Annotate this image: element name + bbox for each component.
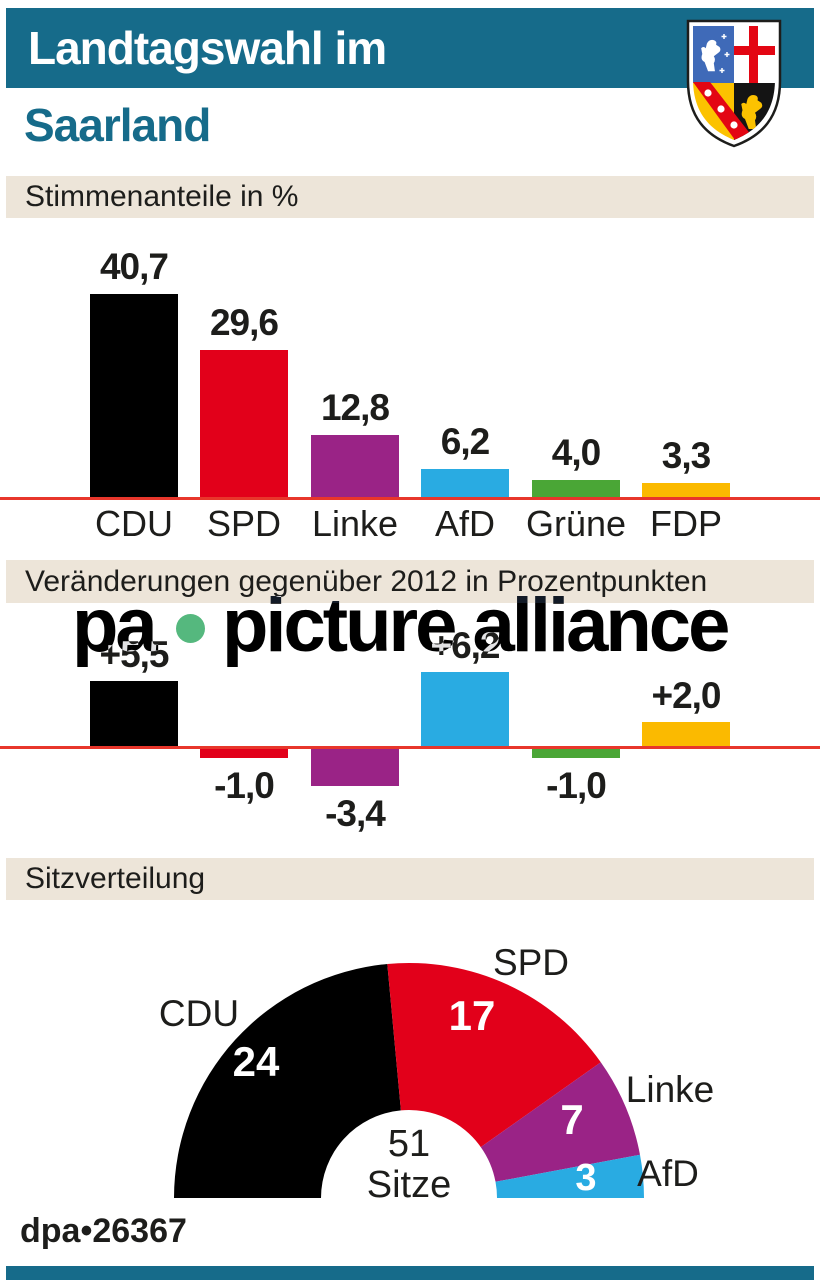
seat-count-cdu: 24 [233, 1038, 280, 1085]
vote-value-cdu: 40,7 [99, 246, 169, 287]
seat-wedge-linke [480, 1062, 640, 1182]
chart2-zero-line [0, 746, 820, 749]
saarland-coat-of-arms-icon [686, 19, 782, 148]
vote-bar-fdp [642, 483, 730, 500]
vote-share-chart: 40,7 29,6 12,8 6,2 4,0 3,3 [0, 246, 820, 500]
chart1-category-labels: CDU SPD Linke AfD Grüne FDP [0, 503, 820, 545]
category-label-gruene: Grüne [525, 503, 627, 544]
vote-value-gruene: 4,0 [551, 432, 601, 473]
page-subtitle: Saarland [24, 99, 211, 151]
change-value-gruene: -1,0 [546, 765, 607, 806]
seat-wedge-cdu [174, 964, 401, 1198]
seat-label-spd: SPD [493, 942, 569, 983]
change-value-afd: +6,2 [430, 625, 500, 666]
watermark-dot-icon [176, 614, 205, 643]
seat-count-spd: 17 [449, 992, 496, 1039]
change-bar-gruene [532, 746, 620, 758]
category-label-spd: SPD [206, 503, 282, 544]
change-value-fdp: +2,0 [651, 675, 721, 716]
change-bar-cdu [90, 681, 178, 746]
page-title: Landtagswahl im [28, 22, 387, 74]
vote-value-linke: 12,8 [320, 387, 390, 428]
vote-bar-spd [200, 350, 288, 500]
seat-label-cdu: CDU [159, 993, 239, 1034]
footer-bar [6, 1266, 814, 1280]
changes-chart: +5,5 -1,0 -3,4 +6,2 -1,0 +2,0 [0, 625, 820, 834]
change-value-linke: -3,4 [325, 793, 386, 834]
change-bar-fdp [642, 722, 730, 746]
seat-count-afd: 3 [575, 1157, 596, 1199]
section-title-vote-share: Stimmenanteile in % [6, 176, 814, 218]
watermark-pa-text: pa [72, 583, 158, 668]
chart1-baseline [0, 497, 820, 500]
seat-distribution-chart: 24 17 7 3 CDU SPD Linke AfD 51 Sitze [159, 942, 714, 1206]
change-bar-spd [200, 746, 288, 758]
category-label-cdu: CDU [95, 503, 173, 544]
seat-total-word: Sitze [367, 1164, 451, 1206]
category-label-linke: Linke [311, 503, 399, 544]
vote-value-afd: 6,2 [440, 421, 490, 462]
change-value-spd: -1,0 [214, 765, 275, 806]
vote-value-fdp: 3,3 [661, 435, 711, 476]
category-label-afd: AfD [434, 503, 495, 544]
seat-label-afd: AfD [637, 1153, 699, 1194]
watermark-brand-text: picture alliance [222, 583, 730, 668]
change-bar-linke [311, 746, 399, 786]
vote-bar-linke [311, 435, 399, 500]
seat-wedge-spd [387, 962, 601, 1148]
section-title-seats: Sitzverteilung [6, 858, 814, 900]
vote-bar-afd [421, 469, 509, 500]
seat-label-linke: Linke [626, 1069, 714, 1110]
section-title-changes: Veränderungen gegenüber 2012 in Prozentp… [6, 560, 814, 603]
seat-total-number: 51 [388, 1123, 430, 1165]
change-bar-afd [421, 672, 509, 746]
vote-bar-cdu [90, 294, 178, 500]
vote-bar-gruene [532, 480, 620, 500]
change-value-cdu: +5,5 [99, 634, 169, 675]
vote-value-spd: 29,6 [209, 302, 279, 343]
seat-wedge-afd [495, 1154, 644, 1198]
category-label-fdp: FDP [650, 503, 722, 544]
dpa-credit: dpa•26367 [20, 1212, 187, 1250]
header-band: Landtagswahl im [6, 8, 814, 88]
seat-count-linke: 7 [560, 1096, 583, 1143]
